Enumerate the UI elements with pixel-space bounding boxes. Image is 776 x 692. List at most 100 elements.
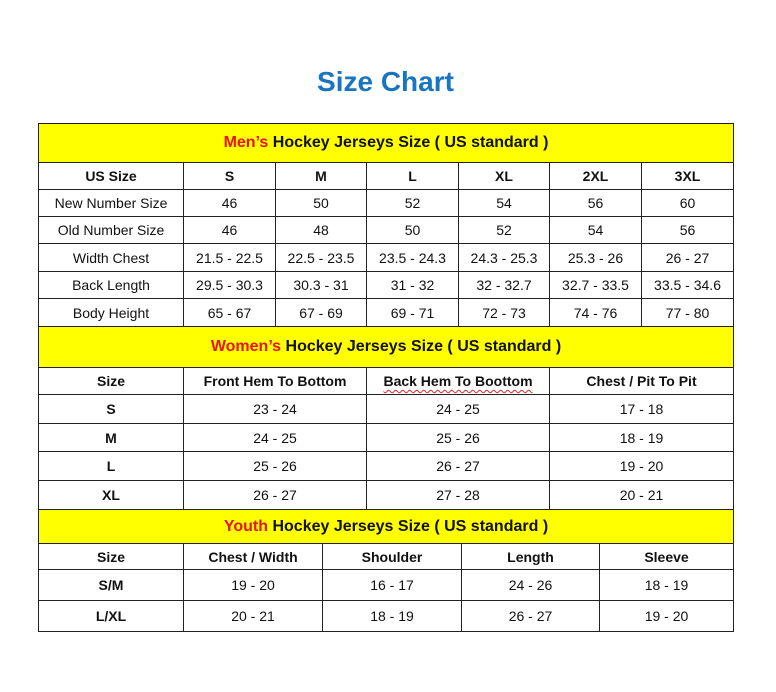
table-cell: 19 - 20 (598, 600, 735, 632)
table-cell: 26 - 27 (366, 451, 550, 481)
row-label: S/M (38, 569, 184, 601)
row-label: Width Chest (38, 243, 184, 272)
table-cell: 46 (183, 189, 276, 217)
table-cell: 25 - 26 (183, 451, 367, 481)
column-header: M (275, 162, 367, 190)
table-cell: 32 - 32.7 (458, 271, 550, 299)
column-header: Length (461, 543, 600, 570)
row-label: L/XL (38, 600, 184, 632)
column-header: Back Hem To Boottom (366, 367, 550, 395)
column-header-text: Back Hem To Boottom (383, 373, 533, 389)
table-cell: 30.3 - 31 (275, 271, 367, 299)
header-row: US Size S M L XL 2XL 3XL (38, 162, 735, 190)
table-cell: 24.3 - 25.3 (458, 243, 550, 272)
women-section-title: Women’s Hockey Jerseys Size ( US standar… (37, 326, 735, 368)
column-header-text: L (408, 168, 417, 184)
column-header-text: M (315, 168, 327, 184)
table-cell: 29.5 - 30.3 (183, 271, 276, 299)
table-cell: 19 - 20 (183, 569, 323, 601)
table-row: L 25 - 26 26 - 27 19 - 20 (38, 451, 735, 481)
header-row: Size Front Hem To Bottom Back Hem To Boott… (38, 367, 735, 395)
table-cell: 25 - 26 (366, 423, 550, 452)
column-header-text: Sleeve (644, 548, 689, 565)
table-cell: 77 - 80 (640, 298, 735, 327)
table-cell: 52 (458, 216, 550, 244)
table-cell: 50 (275, 189, 367, 217)
column-header: L (366, 162, 459, 190)
mens-size-table: Men’s Hockey Jerseys Size ( US standard … (37, 123, 735, 327)
table-cell: 74 - 76 (549, 298, 642, 327)
table-cell: 60 (640, 189, 735, 217)
row-label: S (38, 394, 184, 424)
youth-section-title: Youth Hockey Jerseys Size ( US standard … (37, 509, 735, 544)
table-cell: 18 - 19 (322, 600, 462, 632)
table-cell: 18 - 19 (548, 423, 735, 452)
section-prefix: Men’s (223, 134, 269, 151)
table-cell: 24 - 25 (366, 394, 550, 424)
section-prefix: Youth (223, 517, 269, 535)
table-cell: 54 (458, 189, 550, 217)
table-cell: 26 - 27 (461, 600, 600, 632)
header-row: Size Chest / Width Shoulder Length Sleeve (38, 543, 735, 570)
column-header: 2XL (549, 162, 642, 190)
table-cell: 18 - 19 (598, 569, 735, 601)
table-cell: 48 (275, 216, 367, 244)
column-header: Size (38, 543, 184, 570)
column-header-text: Chest / Width (208, 548, 298, 565)
section-suffix: Hockey Jerseys Size ( US standard ) (268, 134, 549, 151)
table-cell: 17 - 18 (548, 394, 735, 424)
table-cell: 27 - 28 (366, 480, 550, 510)
table-cell: 26 - 27 (183, 480, 367, 510)
youth-size-table: Youth Hockey Jerseys Size ( US standard … (37, 509, 735, 632)
column-header: Front Hem To Bottom (183, 367, 367, 395)
column-header: XL (458, 162, 550, 190)
table-cell: 22.5 - 23.5 (275, 243, 367, 272)
table-row: Body Height 65 - 67 67 - 69 69 - 71 72 - 73 7… (38, 298, 735, 327)
womens-size-table: Women’s Hockey Jerseys Size ( US standar… (37, 326, 735, 510)
table-row: XL 26 - 27 27 - 28 20 - 21 (38, 480, 735, 510)
column-header-text: Shoulder (361, 548, 423, 565)
table-cell: 52 (366, 189, 459, 217)
table-cell: 21.5 - 22.5 (183, 243, 276, 272)
men-section-title: Men’s Hockey Jerseys Size ( US standard … (37, 123, 735, 163)
column-header: US Size (38, 162, 184, 190)
table-cell: 24 - 26 (461, 569, 600, 601)
table-cell: 33.5 - 34.6 (640, 271, 735, 299)
table-cell: 72 - 73 (458, 298, 550, 327)
section-suffix: Hockey Jerseys Size ( US standard ) (268, 517, 549, 535)
table-row: L/XL 20 - 21 18 - 19 26 - 27 19 - 20 (38, 600, 735, 632)
column-header-text: Front Hem To Bottom (203, 373, 347, 389)
table-cell: 24 - 25 (183, 423, 367, 452)
table-cell: 16 - 17 (322, 569, 462, 601)
column-header-text: 3XL (674, 168, 701, 184)
section-prefix: Women’s (210, 338, 282, 355)
page-title: Size Chart (317, 66, 454, 97)
table-cell: 56 (640, 216, 735, 244)
column-header-text: S (224, 168, 235, 184)
table-row: Old Number Size 46 48 50 52 54 56 (38, 216, 735, 244)
row-label: L (38, 451, 184, 481)
table-cell: 50 (366, 216, 459, 244)
table-cell: 67 - 69 (275, 298, 367, 327)
table-cell: 23.5 - 24.3 (366, 243, 459, 272)
table-cell: 69 - 71 (366, 298, 459, 327)
table-cell: 20 - 21 (548, 480, 735, 510)
column-header-text: XL (495, 168, 513, 184)
column-header: Shoulder (322, 543, 462, 570)
table-row: S/M 19 - 20 16 - 17 24 - 26 18 - 19 (38, 569, 735, 601)
column-header: Sleeve (598, 543, 735, 570)
section-suffix: Hockey Jerseys Size ( US standard ) (281, 338, 562, 355)
column-header: Chest / Width (183, 543, 323, 570)
table-cell: 25.3 - 26 (549, 243, 642, 272)
table-cell: 20 - 21 (183, 600, 323, 632)
row-label: Old Number Size (38, 216, 184, 244)
table-cell: 31 - 32 (366, 271, 459, 299)
column-header-text: Length (507, 548, 554, 565)
table-row: M 24 - 25 25 - 26 18 - 19 (38, 423, 735, 452)
column-header-text: US Size (85, 168, 137, 184)
column-header-text: Size (96, 548, 125, 565)
table-cell: 56 (549, 189, 642, 217)
row-label: Back Length (38, 271, 184, 299)
row-label: M (38, 423, 184, 452)
column-header-text: 2XL (582, 168, 609, 184)
